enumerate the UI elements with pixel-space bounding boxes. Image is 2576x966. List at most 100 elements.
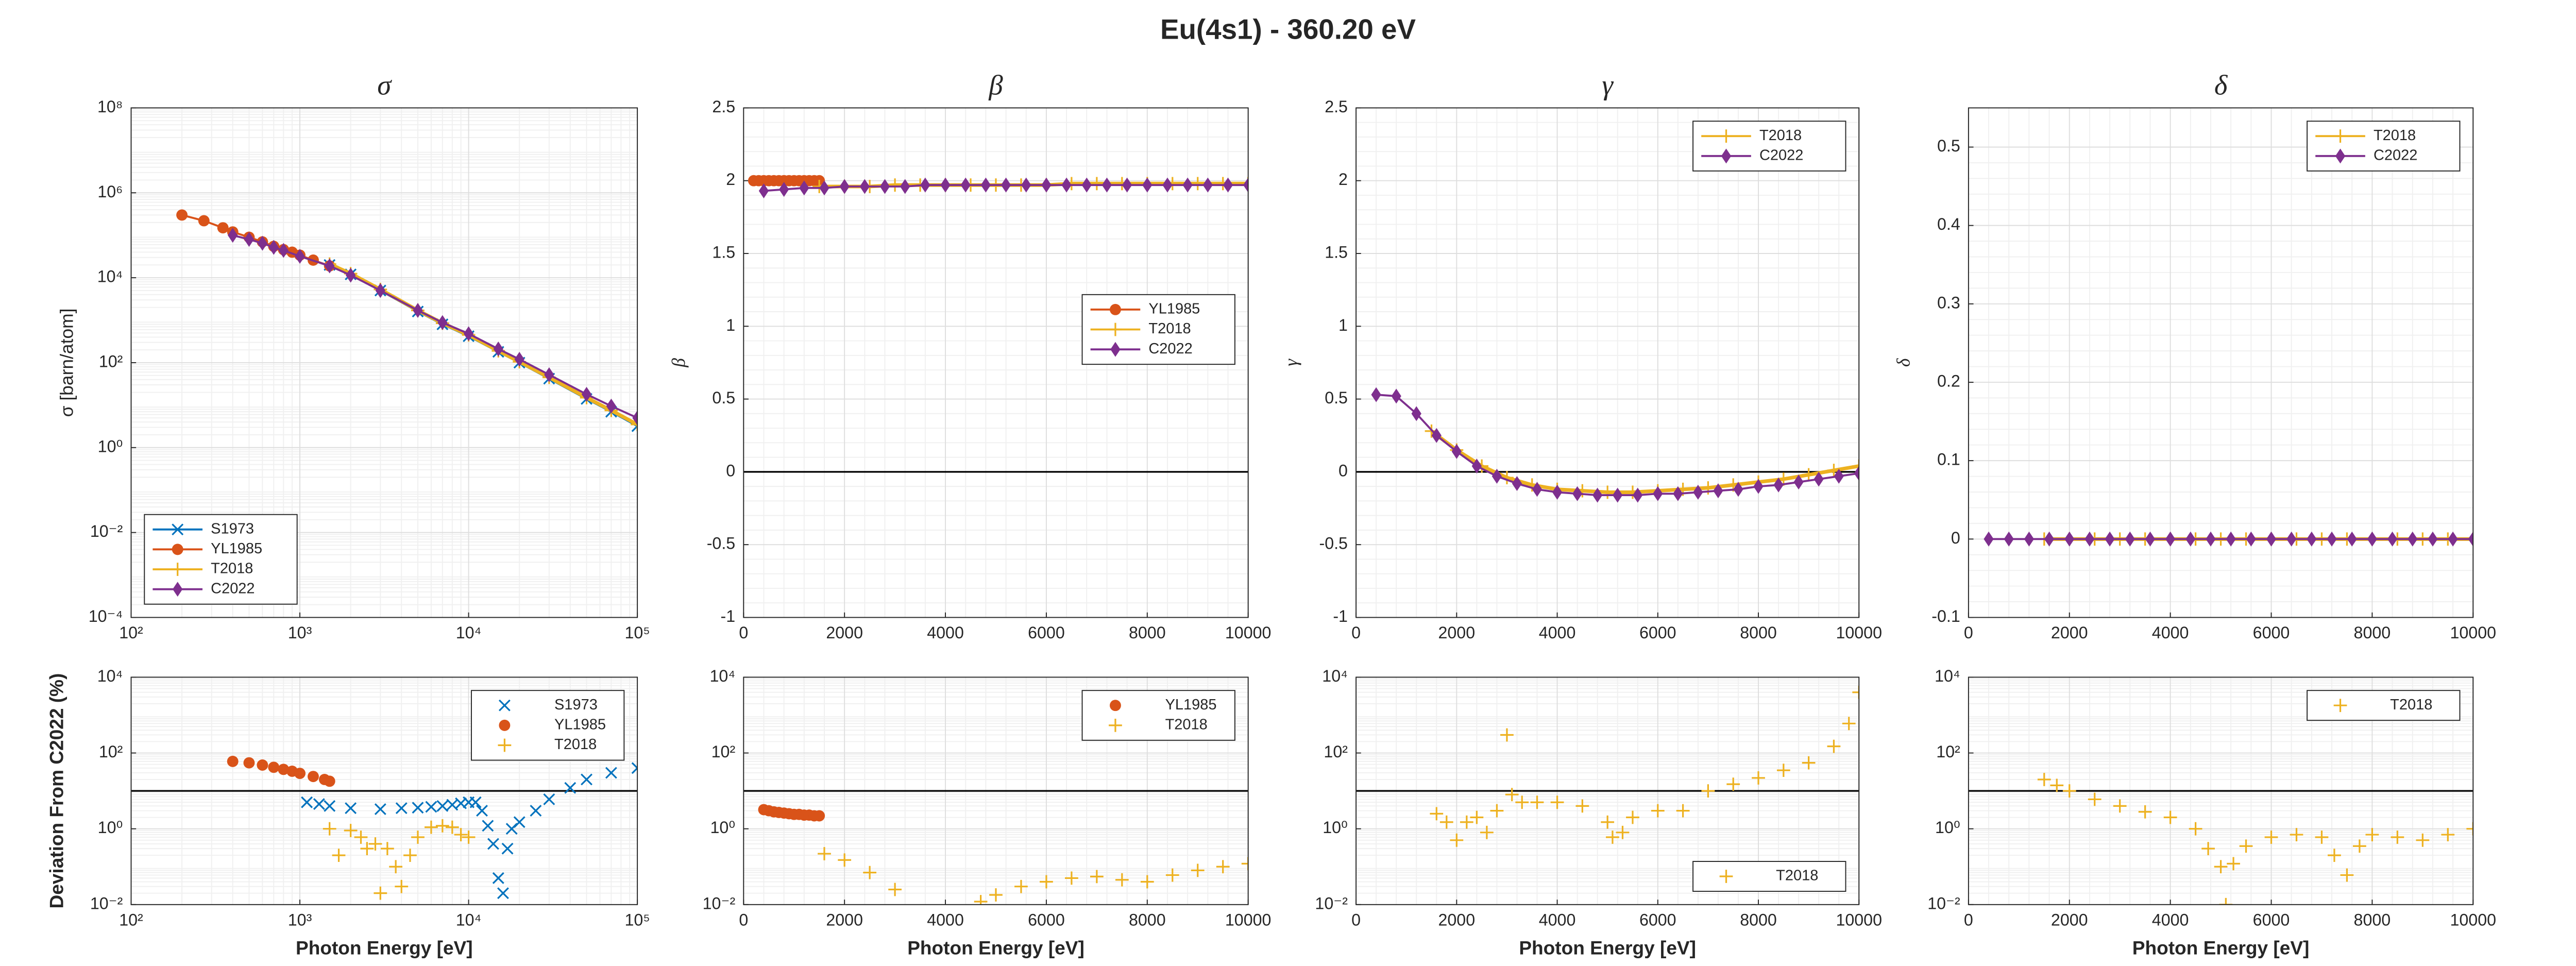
marker (217, 222, 229, 234)
marker (437, 315, 448, 330)
legend-box (470, 690, 625, 761)
legend-label: YL1985 (211, 540, 262, 557)
plot-content (743, 175, 1248, 473)
marker (1719, 129, 1733, 143)
marker (294, 768, 306, 779)
y-tick-label: 10⁻² (90, 894, 123, 912)
x-tick-label: 10000 (1225, 623, 1272, 642)
marker (2367, 531, 2378, 547)
marker (544, 367, 554, 382)
subplot: 0 2000 4000 6000 8000 10000 10⁻² 10⁰ 10² 10⁴ Photo… (1927, 667, 2496, 959)
x-tick-label: 2000 (1438, 911, 1475, 929)
y-tick-label: 10⁰ (1323, 818, 1348, 837)
marker (1572, 486, 1583, 501)
marker (1802, 468, 1816, 482)
x-tick-label: 10000 (1836, 623, 1882, 642)
marker (1575, 799, 1589, 813)
marker (1827, 739, 1841, 753)
legend-label: T2018 (1165, 717, 1208, 733)
x-tick-label: 8000 (2354, 911, 2391, 929)
marker (171, 563, 184, 576)
axes-box (130, 107, 638, 618)
legend-label: T2018 (554, 736, 597, 753)
x-tick-label: 2000 (2051, 623, 2088, 642)
x-tick-label: 10000 (2450, 623, 2496, 642)
y-tick-label: -1 (721, 607, 736, 625)
marker (2088, 792, 2102, 806)
marker (395, 802, 408, 815)
y-tick-label: 0.5 (712, 388, 735, 407)
marker (487, 838, 499, 850)
figure-title: Eu(4s1) - 360.20 eV (1160, 13, 1416, 45)
y-tick-label: 2 (726, 170, 735, 189)
marker (1430, 807, 1444, 821)
y-tick-label: 1 (726, 316, 735, 334)
x-tick-label: 4000 (927, 911, 964, 929)
x-tick-label: 0 (1351, 623, 1361, 642)
y-tick-label: 10⁻² (1927, 894, 1960, 912)
marker (313, 798, 325, 810)
legend: T2018 C2022 (2307, 121, 2461, 172)
y-tick-label: 0.3 (1937, 293, 1960, 312)
y-tick-label: 2.5 (1325, 97, 1348, 116)
axes-box (1968, 107, 2474, 618)
marker (1480, 825, 1494, 839)
marker (1512, 476, 1522, 491)
y-tick-label: 10⁸ (97, 97, 123, 116)
marker (2189, 822, 2202, 836)
marker (2333, 129, 2347, 143)
y-tick-label: 2 (1338, 170, 1348, 189)
marker (1721, 148, 1732, 164)
marker (380, 842, 394, 856)
marker (1733, 482, 1743, 497)
marker (863, 866, 877, 879)
marker (1439, 815, 1453, 829)
x-tick-label: 2000 (826, 623, 863, 642)
marker (435, 819, 449, 833)
marker (1191, 863, 1205, 877)
marker (1626, 810, 1639, 824)
marker (308, 771, 319, 783)
subplot: 0 2000 4000 6000 8000 10000 10⁻² 10⁰ 10² 10⁴ Photo… (1315, 667, 1882, 959)
marker (606, 398, 617, 414)
marker (1492, 468, 1502, 484)
marker (1041, 177, 1052, 193)
marker (2044, 531, 2055, 547)
marker (498, 699, 511, 711)
marker (2466, 822, 2473, 836)
marker (1115, 873, 1129, 887)
marker (332, 849, 346, 862)
marker (2084, 531, 2095, 547)
legend-label: C2022 (211, 580, 255, 597)
marker (1530, 795, 1544, 809)
marker (888, 178, 902, 192)
marker (1693, 484, 1703, 500)
x-tick-label: 10³ (288, 911, 312, 929)
marker (819, 180, 829, 196)
marker (324, 800, 336, 812)
x-tick-label: 10² (119, 911, 143, 929)
marker (1552, 484, 1563, 500)
y-axis-label: σ [barn/atom] (56, 308, 77, 417)
marker (1653, 486, 1663, 501)
x-axis-label: Photon Energy [eV] (907, 937, 1084, 959)
marker (1061, 177, 1072, 193)
x-tick-label: 4000 (927, 623, 964, 642)
marker (244, 232, 255, 247)
marker (980, 177, 991, 193)
marker (301, 796, 313, 808)
marker (2113, 799, 2127, 813)
x-tick-label: 8000 (1740, 911, 1777, 929)
marker (268, 761, 280, 773)
marker (1182, 177, 1193, 193)
marker (2227, 857, 2240, 871)
x-tick-label: 10000 (1225, 911, 1272, 929)
marker (564, 782, 577, 794)
marker (1834, 468, 1844, 484)
marker (2185, 531, 2196, 547)
marker (374, 803, 386, 815)
marker (543, 793, 555, 805)
marker (1110, 342, 1121, 357)
x-tick-label: 4000 (2152, 623, 2189, 642)
